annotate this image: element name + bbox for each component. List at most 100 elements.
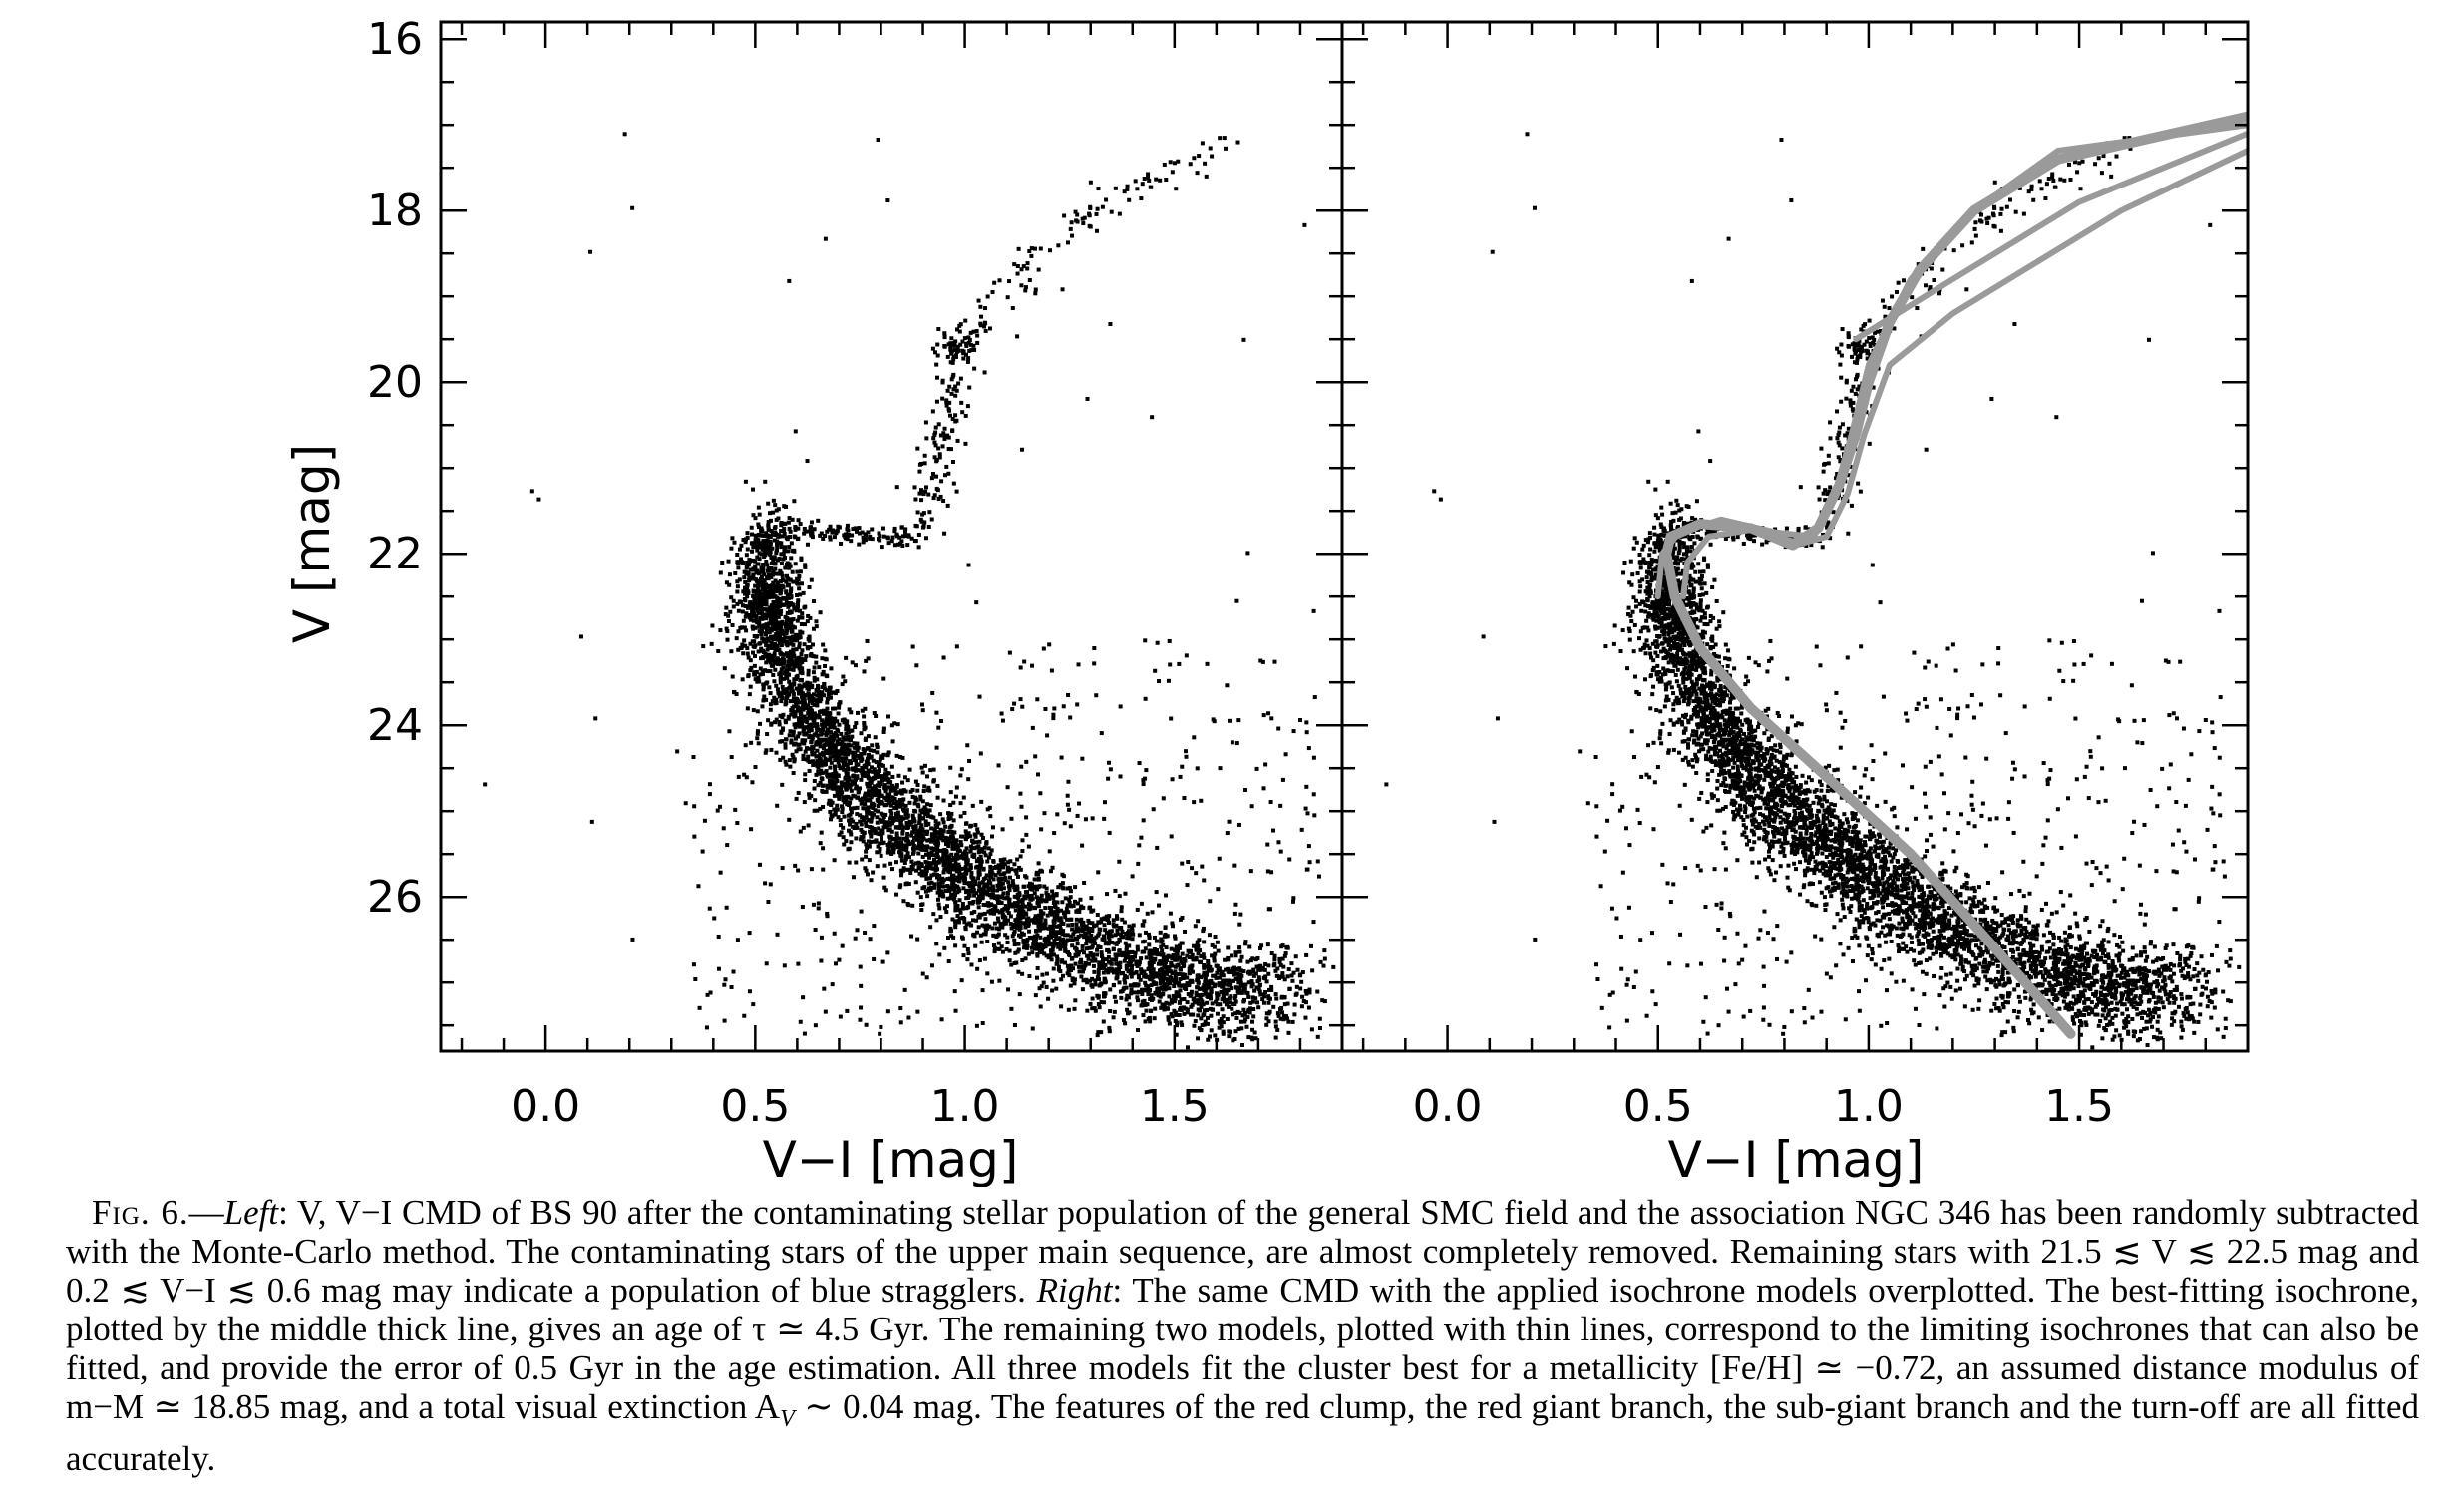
star-point	[774, 532, 779, 537]
star-point	[945, 896, 950, 901]
star-point	[1182, 956, 1187, 961]
star-point	[1113, 957, 1118, 962]
star-point	[918, 895, 923, 900]
star-point	[755, 731, 760, 736]
star-point	[787, 565, 792, 570]
star-point	[1205, 1007, 1210, 1012]
star-point	[745, 585, 750, 590]
star-point	[798, 706, 803, 711]
star-point	[1112, 1009, 1117, 1014]
star-point	[860, 757, 865, 762]
star-point	[857, 786, 862, 791]
star-point	[1165, 1006, 1170, 1011]
star-point	[907, 800, 912, 805]
star-point	[790, 549, 795, 554]
star-point	[1266, 971, 1271, 976]
star-point	[743, 614, 748, 619]
star-point	[771, 642, 776, 647]
star-point	[820, 737, 825, 742]
star-point	[1217, 983, 1222, 988]
star-point	[743, 479, 748, 484]
star-point	[784, 600, 789, 605]
star-point	[946, 888, 951, 893]
star-point	[878, 817, 882, 822]
star-point	[1048, 953, 1053, 958]
star-point	[1016, 896, 1021, 901]
star-point	[795, 537, 800, 542]
star-point	[1071, 966, 1076, 971]
star-point	[877, 826, 881, 831]
star-point	[933, 443, 938, 448]
star-point	[947, 384, 952, 389]
star-point	[887, 840, 892, 845]
star-point	[1154, 177, 1159, 182]
star-point	[841, 759, 846, 764]
star-point	[965, 835, 970, 840]
star-point	[812, 598, 817, 603]
star-point	[857, 526, 862, 531]
star-point	[1005, 891, 1010, 896]
star-point	[926, 492, 931, 497]
star-point	[1170, 924, 1175, 929]
star-point	[880, 828, 884, 833]
star-point	[899, 844, 904, 849]
star-point	[999, 862, 1004, 867]
star-point	[1237, 949, 1242, 954]
star-point	[1269, 950, 1274, 955]
star-point	[835, 792, 840, 797]
star-point	[1177, 945, 1182, 950]
star-point	[1093, 978, 1098, 983]
star-point	[924, 860, 929, 865]
star-point	[1033, 246, 1038, 251]
star-point	[1025, 261, 1030, 266]
star-point	[759, 543, 764, 548]
star-point	[1075, 937, 1080, 942]
star-point	[1230, 953, 1234, 958]
star-point	[973, 823, 978, 828]
star-point	[920, 833, 925, 838]
star-point	[781, 755, 786, 760]
star-point	[849, 710, 854, 715]
star-point	[971, 343, 976, 348]
star-point	[812, 778, 817, 783]
star-point	[1143, 946, 1148, 951]
star-point	[743, 540, 748, 545]
star-point	[1119, 950, 1124, 955]
star-point	[993, 873, 998, 878]
star-point	[1124, 947, 1129, 952]
star-point	[994, 926, 999, 931]
star-point	[801, 756, 806, 761]
star-point	[925, 788, 930, 793]
star-point	[1109, 961, 1114, 966]
star-point	[977, 872, 982, 877]
star-point	[899, 840, 904, 845]
star-point	[778, 603, 783, 608]
star-point	[776, 625, 781, 630]
star-point	[855, 741, 860, 746]
star-point	[1067, 953, 1072, 958]
star-point	[1154, 939, 1159, 943]
star-point	[906, 825, 911, 830]
star-point	[1095, 1033, 1100, 1038]
star-point	[1182, 1011, 1187, 1016]
star-point	[853, 794, 858, 799]
star-point	[1136, 975, 1141, 980]
star-point	[913, 824, 918, 829]
star-point	[1044, 898, 1049, 903]
star-point	[775, 621, 780, 626]
star-point	[873, 784, 878, 789]
star-point	[957, 872, 962, 877]
star-point	[909, 864, 914, 869]
star-point	[1117, 980, 1122, 985]
star-point	[1072, 981, 1077, 986]
star-point	[764, 660, 769, 665]
star-point	[1151, 969, 1156, 974]
star-point	[936, 422, 941, 427]
star-point	[1063, 960, 1068, 965]
star-point	[1256, 1005, 1261, 1010]
star-point	[870, 802, 875, 807]
star-point	[1135, 1028, 1140, 1033]
star-point	[769, 722, 774, 727]
star-point	[862, 830, 867, 835]
star-point	[827, 713, 832, 718]
